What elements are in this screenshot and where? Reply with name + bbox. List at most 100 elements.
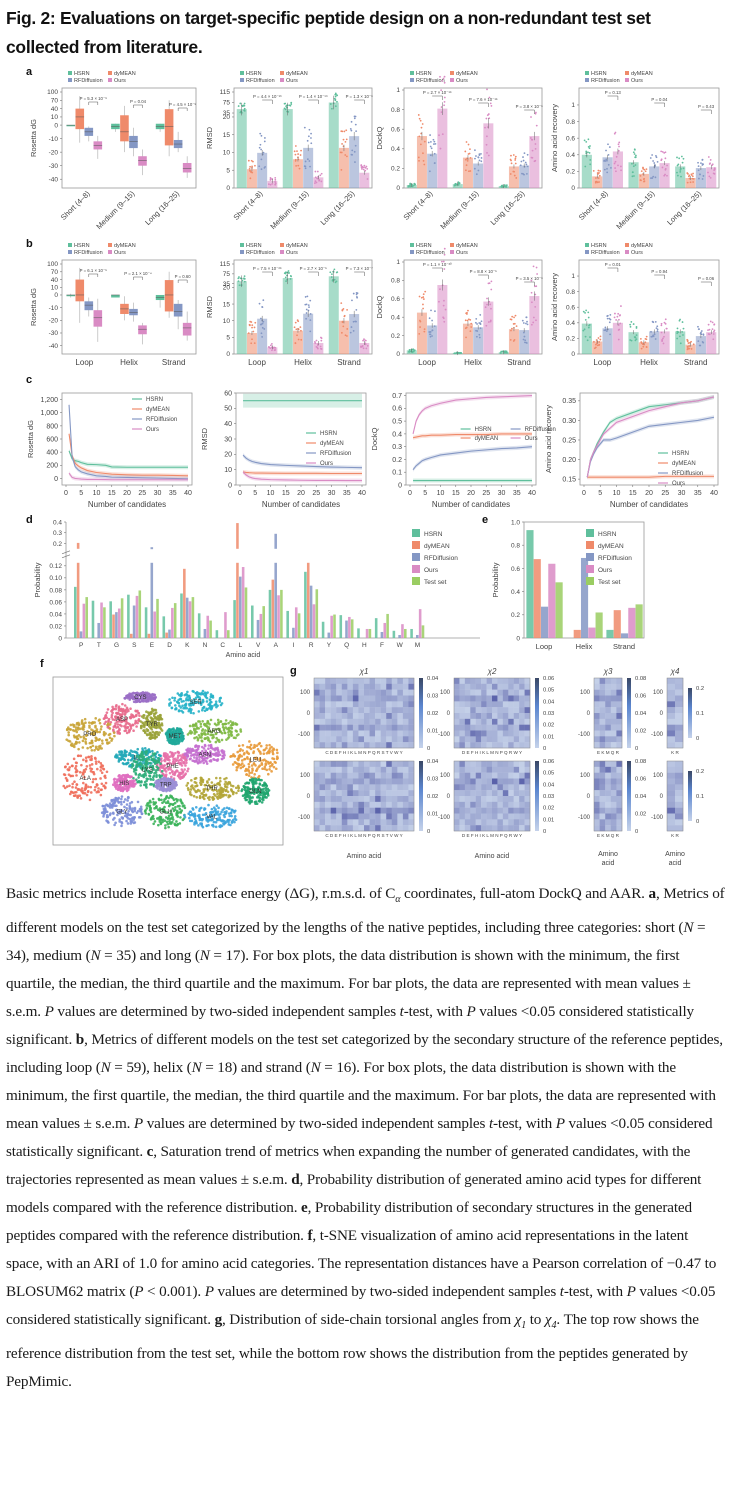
data-point xyxy=(490,307,492,310)
legend-label: dyMEAN xyxy=(114,243,136,249)
heatmap-χ1-generated xyxy=(314,761,415,832)
p-value-label: P = 1.4 × 10⁻¹⁹ xyxy=(299,94,328,99)
chart-a3: HSRN dyMEAN RFDiffusion Ours 1 0.8 0.6 0.4 0.2 0 D… xyxy=(375,71,543,231)
data-point xyxy=(515,177,518,179)
data-point xyxy=(320,180,323,183)
bar-test set xyxy=(297,613,301,638)
data-point xyxy=(615,170,617,173)
y-tick-label: -10 xyxy=(49,136,59,143)
data-point xyxy=(320,336,322,339)
data-point xyxy=(293,326,296,329)
data-point xyxy=(691,175,694,178)
data-point xyxy=(486,297,488,300)
data-point xyxy=(634,156,637,159)
data-point xyxy=(270,342,273,345)
data-point xyxy=(352,320,355,323)
caption-run: , Saturation trend of metrics when expan… xyxy=(6,1143,691,1189)
data-point xyxy=(618,318,620,321)
y-tick-label: 100 xyxy=(653,690,664,696)
data-point xyxy=(511,315,514,318)
line-rfdiffusion xyxy=(242,454,363,469)
data-point xyxy=(356,296,359,299)
x-axis-label: Amino xyxy=(665,851,685,858)
x-axis-label: Number of candidates xyxy=(432,500,510,509)
data-point xyxy=(697,328,700,331)
y-tick-label: -100 xyxy=(438,815,451,821)
y-tick-label: 15 xyxy=(223,132,231,139)
data-point xyxy=(479,322,482,325)
caption-run: -test, with xyxy=(563,1283,627,1301)
data-point xyxy=(237,280,240,283)
data-point xyxy=(443,75,446,78)
data-point xyxy=(587,326,590,329)
data-point xyxy=(679,342,682,345)
caption-run: values <0.05 considered statistically si… xyxy=(6,1003,694,1049)
data-point xyxy=(488,300,491,303)
bar-rfdiffusion xyxy=(303,147,314,188)
data-point xyxy=(604,160,607,162)
data-point xyxy=(664,151,667,154)
data-point xyxy=(466,157,468,160)
data-point xyxy=(336,100,338,103)
y-tick-label: 0.20 xyxy=(562,457,576,464)
data-point xyxy=(589,145,591,147)
data-point xyxy=(429,140,432,143)
cluster-label: CYS xyxy=(134,695,146,701)
data-point xyxy=(587,316,590,319)
y-axis-label: Rosetta dG xyxy=(26,420,35,458)
data-point xyxy=(526,320,528,323)
x-tick-label: M xyxy=(415,642,420,649)
data-point xyxy=(457,181,460,184)
y-tick-label: 0.2 xyxy=(53,541,62,548)
y-tick-label: 0.8 xyxy=(566,289,575,296)
data-point xyxy=(690,348,693,350)
panel-label-e: e xyxy=(482,514,489,526)
data-point xyxy=(299,326,302,329)
y-tick-label: 0.6 xyxy=(566,304,575,311)
y-tick-label: -20 xyxy=(49,318,59,325)
bar-dymean xyxy=(685,344,696,354)
data-point xyxy=(333,278,336,281)
bar-ours xyxy=(529,296,540,354)
legend-label: RFDiffusion xyxy=(672,471,703,477)
data-point xyxy=(656,328,659,331)
data-point xyxy=(418,295,421,298)
bar-hsrn xyxy=(74,586,77,638)
data-point xyxy=(588,324,590,327)
y-tick-label: 0.4 xyxy=(511,589,520,596)
cluster-label: GLY xyxy=(116,809,128,815)
y-axis-label: Amino acid recovery xyxy=(544,405,553,473)
bar-hsrn xyxy=(321,621,325,638)
legend-label: Ours xyxy=(286,250,298,256)
data-point xyxy=(443,268,446,270)
data-point xyxy=(480,320,483,323)
data-point xyxy=(692,172,694,175)
y-tick-label: 0 xyxy=(660,711,664,717)
y-tick-label: 20 xyxy=(224,452,232,459)
data-point xyxy=(633,148,636,151)
data-point xyxy=(514,159,517,161)
x-axis-label: Amino acid xyxy=(226,652,261,659)
data-point xyxy=(469,156,472,159)
x-tick-label: 20 xyxy=(467,490,475,497)
data-point xyxy=(344,334,347,337)
cluster-gly xyxy=(100,795,144,828)
bar-test-set xyxy=(635,604,643,638)
data-point xyxy=(465,141,468,143)
data-point xyxy=(631,171,634,174)
data-point xyxy=(252,160,254,163)
data-point xyxy=(707,323,710,326)
data-point xyxy=(525,172,528,175)
data-point xyxy=(269,183,272,186)
data-point xyxy=(645,168,648,171)
significance-bracket xyxy=(262,271,273,276)
bar-test set xyxy=(350,619,354,638)
data-point xyxy=(643,177,646,180)
legend-label: RFDiffusion xyxy=(246,78,275,84)
bar-rfdiffusion xyxy=(602,328,613,354)
data-point xyxy=(353,117,356,120)
chart-c1: 0 5 10 15 20 25 30 35 4002004006008001,0001,200N… xyxy=(26,392,193,509)
data-point xyxy=(615,155,618,158)
data-point xyxy=(350,129,353,132)
